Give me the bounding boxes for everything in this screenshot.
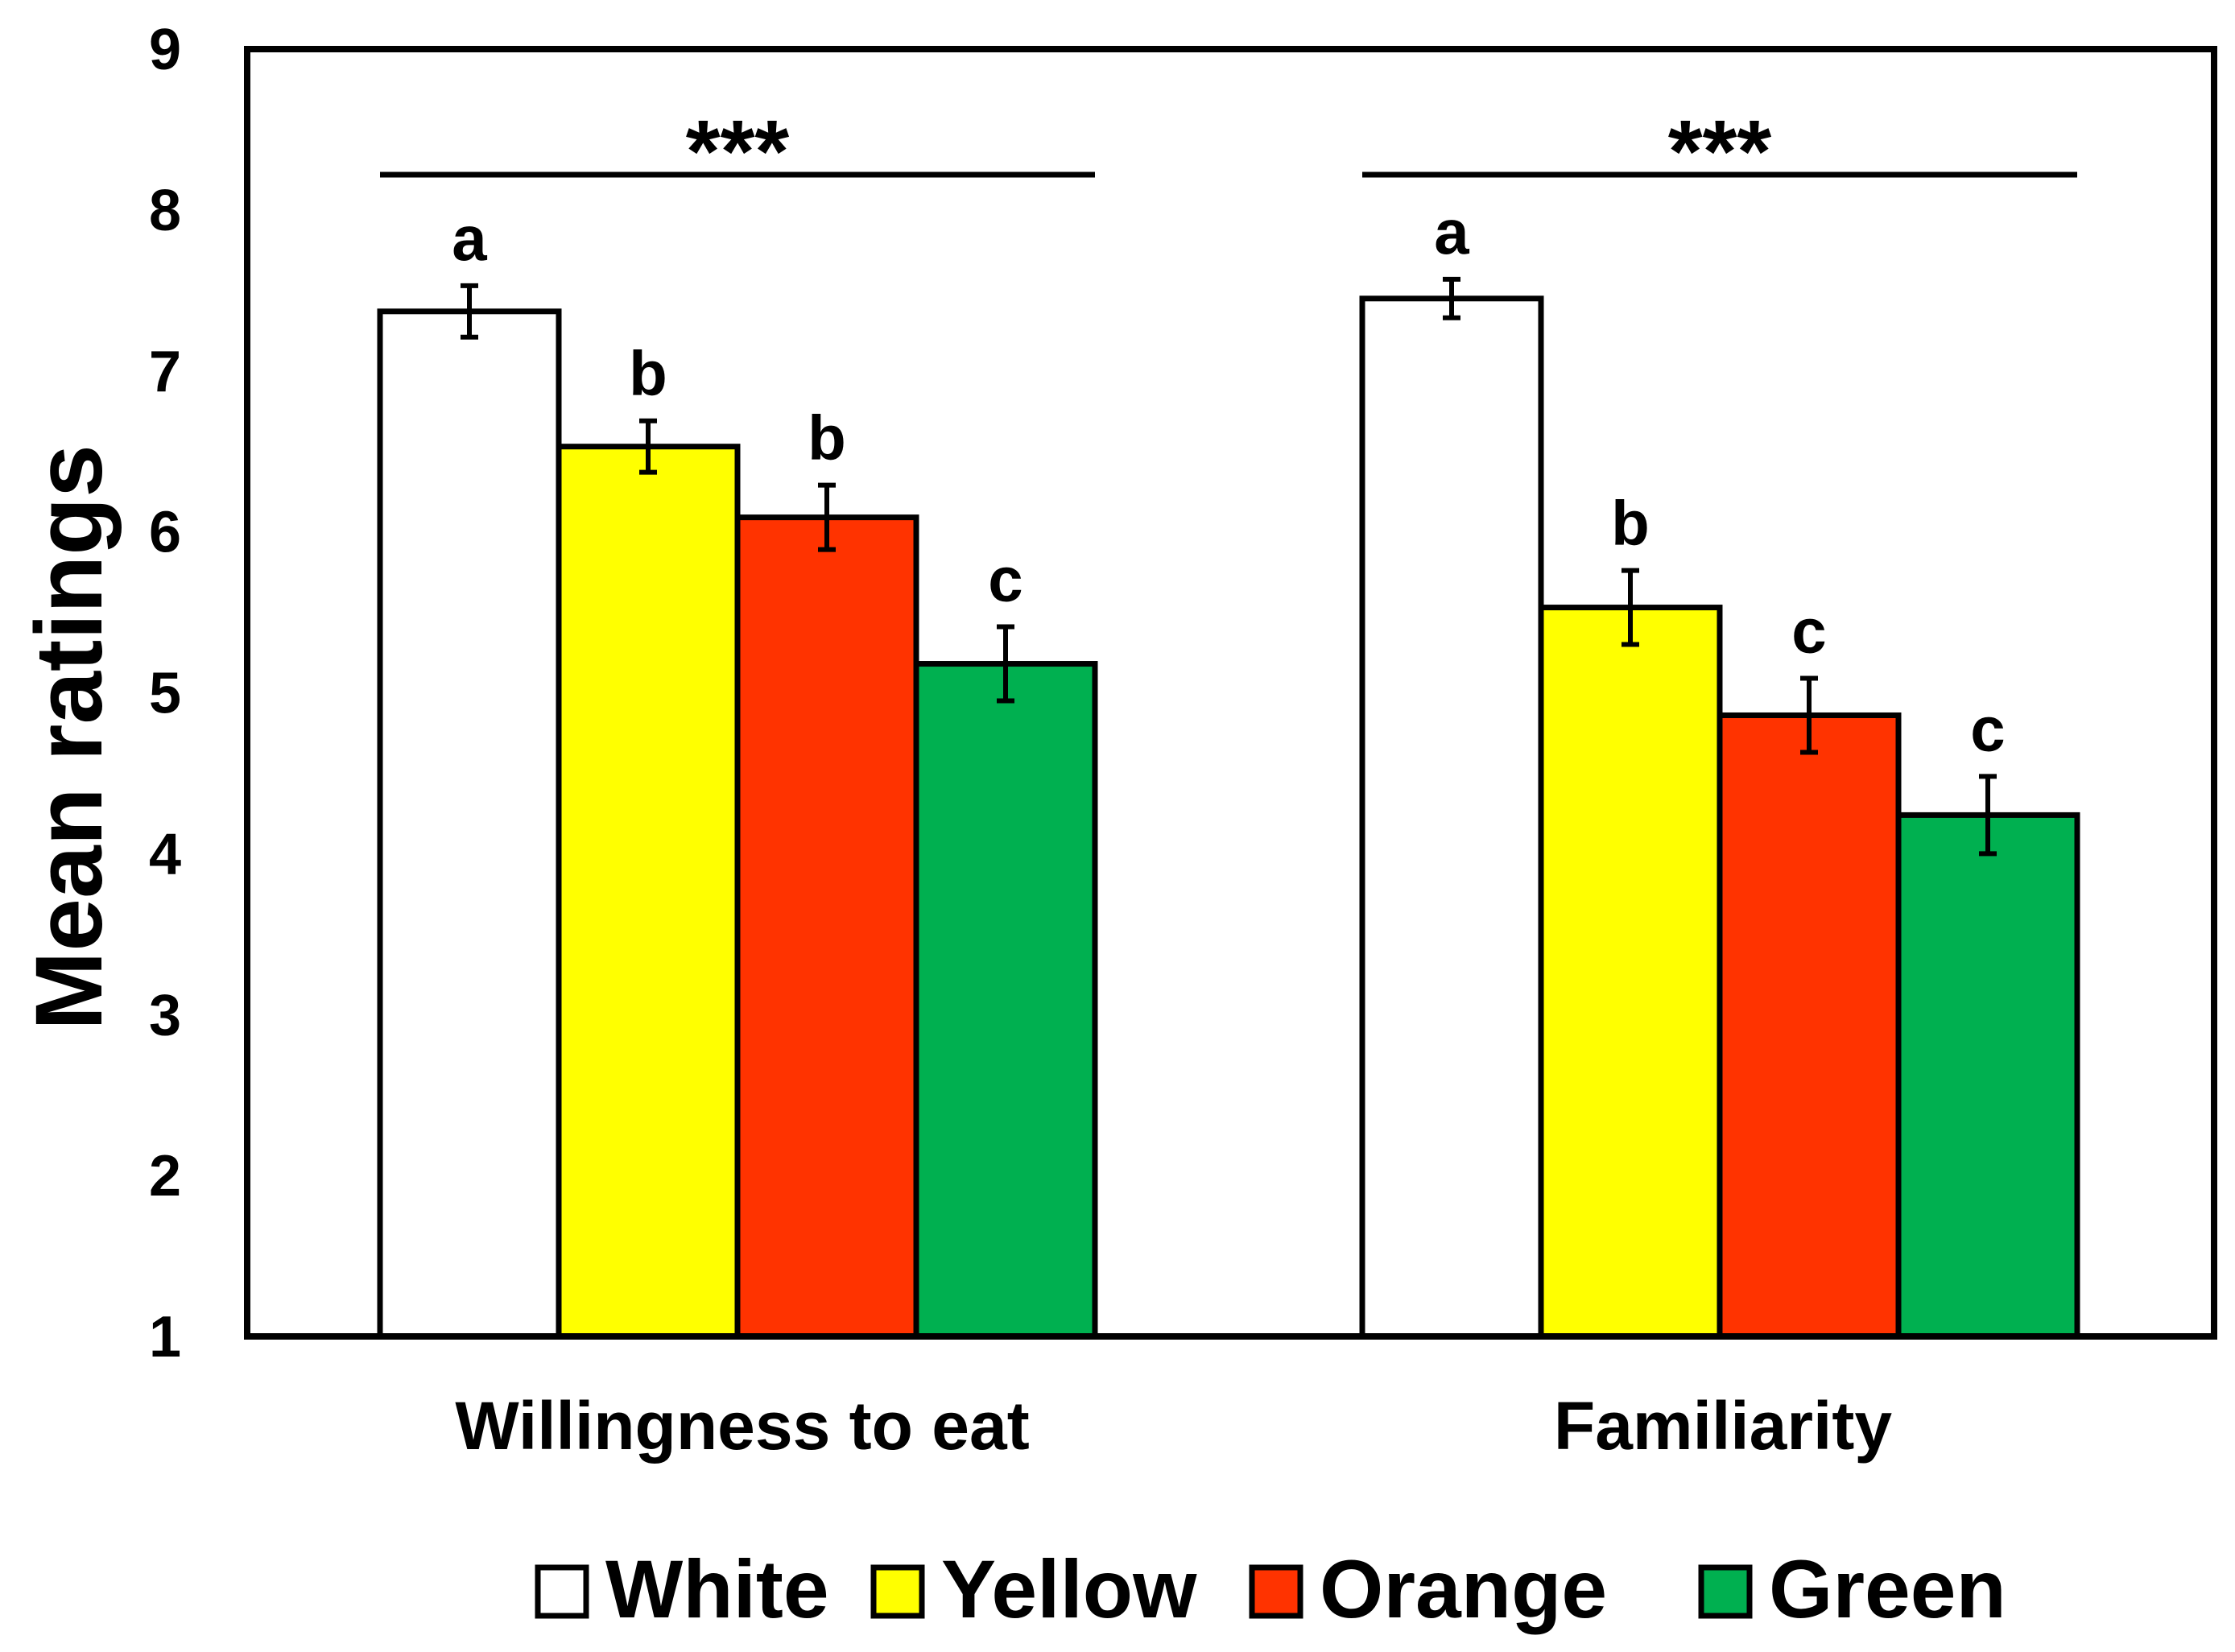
bar [1895,812,2080,1340]
significance-letter: a [1434,196,1469,267]
significance-stars: *** [1668,102,1772,201]
y-tick-label: 6 [149,501,181,565]
y-tick-label: 5 [149,662,181,726]
legend-swatch [535,1564,589,1619]
y-axis: 1 2 3 4 5 6 7 8 9 [149,18,181,1369]
significance-bracket: *** [380,102,1095,201]
error-bar [1622,568,1639,647]
y-tick-label: 8 [149,179,181,243]
x-category-label: Familiarity [1554,1388,1892,1464]
error-bar [997,624,1014,704]
x-axis-categories: Willingness to eat Familiarity [455,1388,1892,1464]
bar [734,514,919,1340]
significance-letter: a [452,203,487,274]
y-tick-label: 3 [149,983,181,1047]
legend-item: Orange [1249,1543,1607,1635]
legend-item: Yellow [870,1543,1197,1635]
bar [913,661,1098,1340]
legend-swatch [1698,1564,1753,1619]
bar [377,308,562,1340]
significance-bracket: *** [1362,102,2077,201]
error-bar [818,482,836,552]
error-bar [639,418,657,475]
y-axis-label: Mean ratings [16,444,122,1030]
significance-letter: b [808,403,846,473]
bar [1717,712,1902,1340]
x-category-label: Willingness to eat [455,1388,1029,1464]
error-bar [461,283,478,340]
significance-letter: b [629,338,667,409]
y-tick-label: 4 [149,822,181,886]
legend-swatch [1249,1564,1303,1619]
legend-label: Green [1769,1543,2006,1635]
legend-label: Orange [1320,1543,1607,1635]
legend: White Yellow Orange Green [535,1543,2006,1635]
legend-item: Green [1698,1543,2006,1635]
legend-swatch [870,1564,925,1619]
error-bar [1443,276,1460,320]
significance-letter: c [1791,596,1826,667]
bar [1359,295,1544,1340]
y-tick-label: 1 [149,1305,181,1369]
legend-label: White [605,1543,829,1635]
error-bar [1800,675,1818,755]
legend-item: White [535,1543,829,1635]
legend-label: Yellow [941,1543,1197,1635]
significance-letter: b [1611,488,1650,559]
bar [556,444,741,1340]
bar [1538,605,1723,1340]
plot-area: a a b b b c c c *** *** [244,46,2217,1340]
y-tick-label: 7 [149,340,181,404]
significance-letter: c [1970,693,2005,764]
y-tick-label: 2 [149,1144,181,1208]
y-tick-label: 9 [149,18,181,82]
significance-letter: c [988,544,1022,615]
significance-stars: *** [686,102,790,201]
error-bar [1979,774,1997,857]
